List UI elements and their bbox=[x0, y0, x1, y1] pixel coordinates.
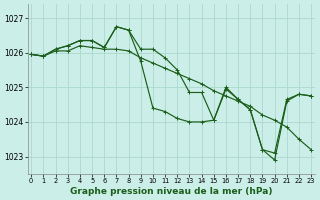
X-axis label: Graphe pression niveau de la mer (hPa): Graphe pression niveau de la mer (hPa) bbox=[70, 187, 272, 196]
